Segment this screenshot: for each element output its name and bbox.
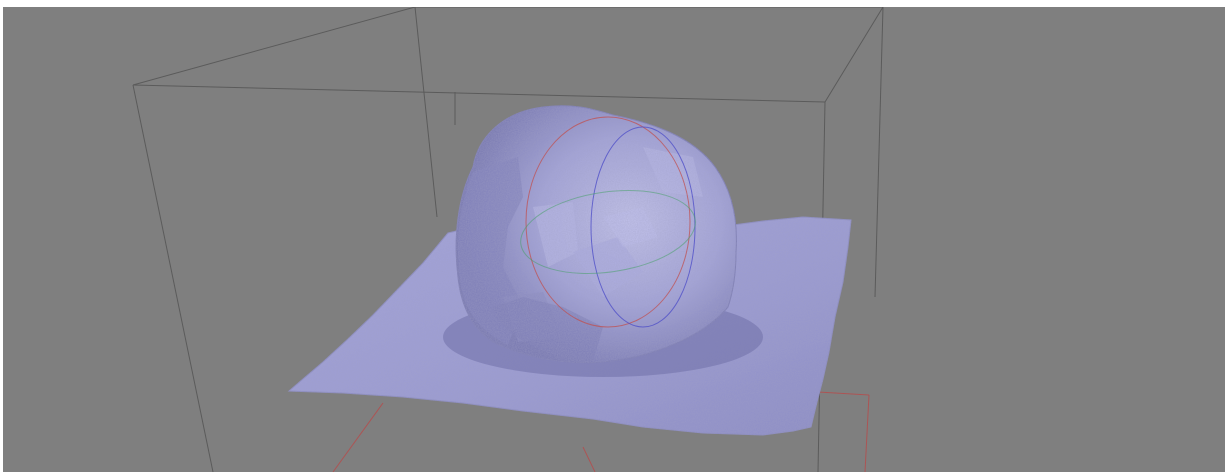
3d-viewport[interactable] bbox=[3, 7, 1225, 472]
ground-axis-lines bbox=[332, 391, 870, 472]
scene-svg bbox=[132, 7, 884, 472]
trackball-x-ring bbox=[525, 116, 691, 328]
rock-dome-mesh bbox=[455, 105, 737, 364]
trackball-gizmo[interactable] bbox=[515, 116, 700, 328]
trackball-y-ring bbox=[520, 190, 696, 274]
